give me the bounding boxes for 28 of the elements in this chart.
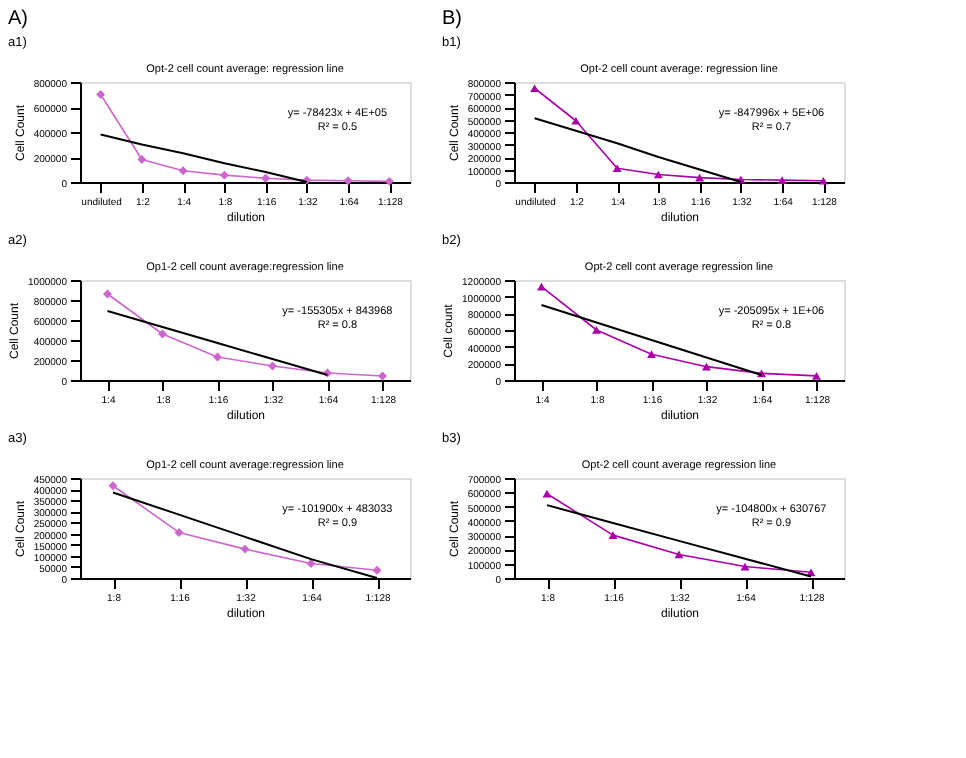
text: A) — [8, 8, 28, 30]
point — [612, 164, 622, 173]
point — [137, 155, 147, 164]
point — [571, 116, 581, 125]
point — [812, 371, 821, 380]
point — [372, 565, 382, 575]
point — [818, 176, 828, 185]
line-series — [106, 310, 329, 376]
point — [178, 166, 188, 176]
point — [530, 84, 540, 93]
point — [174, 527, 184, 537]
point — [674, 550, 684, 559]
text: B) — [442, 8, 462, 30]
point — [343, 176, 353, 186]
point — [542, 489, 552, 498]
point — [261, 173, 271, 183]
point — [96, 90, 106, 99]
point — [384, 176, 394, 186]
point — [219, 170, 229, 180]
point — [702, 362, 711, 371]
point — [240, 544, 250, 554]
point — [777, 176, 787, 184]
point — [608, 531, 618, 540]
point — [647, 350, 656, 359]
point — [592, 326, 601, 334]
point — [108, 481, 118, 491]
point — [537, 282, 546, 291]
point — [306, 559, 316, 569]
